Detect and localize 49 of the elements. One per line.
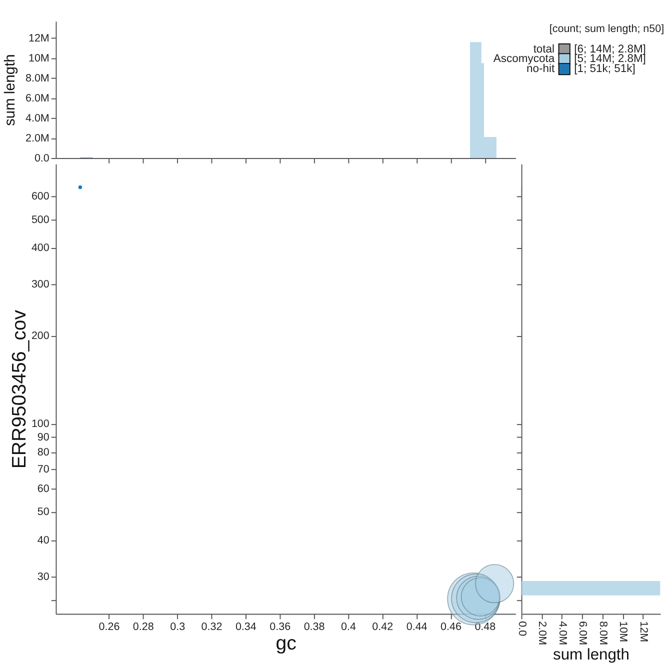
y-axis-title: ERR9503456_cov — [8, 310, 31, 469]
text: [6; 14M; 2.8M] — [574, 43, 646, 56]
y-tick-label: 12M — [28, 32, 50, 45]
y-tick-label: 40 — [37, 534, 50, 547]
y-tick-label: 10M — [28, 52, 50, 64]
x-axis-title: gc — [276, 632, 297, 655]
x-tick-label: 12M — [638, 621, 650, 642]
y-tick-label: 600 — [31, 190, 50, 203]
x-tick-label: 0.3 — [170, 620, 186, 633]
x-tick-label: 0.28 — [132, 620, 154, 633]
x-tick-label: 0.0 — [516, 621, 528, 636]
y-tick-label: 500 — [31, 214, 50, 226]
y-tick-label: 0.0 — [34, 152, 50, 164]
x-tick-label: 6.0M — [576, 621, 589, 646]
x-tick-label: 10M — [617, 621, 630, 642]
x-tick-label: 0.34 — [235, 620, 256, 633]
x-axis-title: sum length — [553, 646, 630, 664]
y-tick-label: 400 — [31, 242, 50, 254]
y-tick-label: 6.0M — [25, 92, 50, 104]
y-tick-label: 2.0M — [25, 132, 50, 144]
x-tick-label: 0.48 — [474, 620, 496, 633]
legend-title: [count; sum length; n50] — [549, 22, 664, 35]
y-tick-label: 90 — [37, 432, 50, 444]
legend-label: total — [533, 43, 555, 56]
y-tick-label: 4.0M — [25, 112, 50, 124]
legend-label: Ascomycota — [493, 53, 556, 66]
y-tick-label: 300 — [31, 278, 50, 291]
x-tick-label: 0.42 — [372, 620, 394, 633]
text: [1; 51k; 51k] — [574, 62, 636, 75]
x-tick-label: 8.0M — [596, 621, 609, 646]
x-tick-label: 0.32 — [201, 620, 222, 633]
x-tick-label: 0.38 — [304, 620, 325, 633]
y-tick-label: 8.0M — [25, 72, 50, 84]
y-tick-label: 60 — [37, 483, 50, 496]
x-tick-label: 4.0M — [556, 621, 568, 646]
x-tick-label: 0.36 — [270, 620, 291, 633]
legend-label: no-hit — [526, 62, 556, 75]
y-tick-label: 30 — [37, 571, 50, 584]
x-tick-label: 0.4 — [340, 620, 356, 633]
y-tick-label: 200 — [31, 330, 50, 342]
y-tick-label: 80 — [37, 446, 50, 459]
x-tick-label: 0.26 — [98, 620, 120, 633]
x-tick-label: 0.46 — [440, 620, 462, 633]
y-tick-label: 100 — [31, 418, 50, 430]
x-tick-label: 2.0M — [536, 621, 548, 646]
y-axis-title: sum length — [2, 54, 19, 126]
y-tick-label: 70 — [37, 464, 50, 476]
x-tick-label: 0.44 — [406, 620, 428, 633]
y-tick-label: 50 — [37, 506, 50, 518]
